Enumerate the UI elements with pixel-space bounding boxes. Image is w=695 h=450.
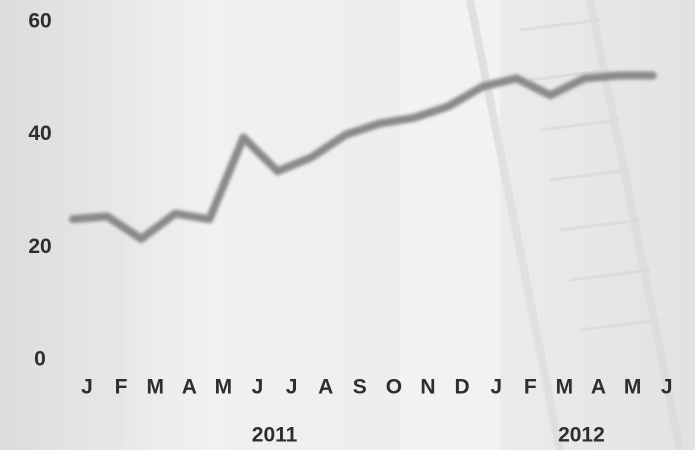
x-tick-label: A — [182, 376, 197, 399]
x-tick-label: J — [252, 376, 264, 399]
x-tick-label: D — [455, 376, 470, 399]
x-tick-label: M — [624, 376, 642, 399]
x-tick-label: M — [146, 376, 164, 399]
background-photo — [95, 0, 684, 450]
y-tick-label: 40 — [28, 122, 51, 145]
x-tick-label: N — [420, 376, 435, 399]
x-tick-label: J — [661, 376, 673, 399]
y-tick-label: 60 — [28, 10, 51, 33]
x-tick-label: M — [215, 376, 233, 399]
x-tick-label: A — [591, 376, 606, 399]
x-tick-label: M — [556, 376, 574, 399]
x-tick-label: A — [318, 376, 333, 399]
x-group-label: 2011 — [252, 424, 298, 447]
x-tick-label: O — [386, 376, 402, 399]
y-tick-label: 20 — [28, 235, 51, 258]
x-tick-label: F — [524, 376, 537, 399]
x-tick-label: F — [115, 376, 128, 399]
x-tick-label: J — [81, 376, 93, 399]
x-tick-label: S — [353, 376, 367, 399]
y-tick-label: 0 — [34, 348, 46, 371]
x-tick-label: J — [286, 376, 298, 399]
line-series — [69, 71, 657, 243]
x-group-label: 2012 — [558, 424, 605, 447]
x-tick-label: J — [490, 376, 502, 399]
